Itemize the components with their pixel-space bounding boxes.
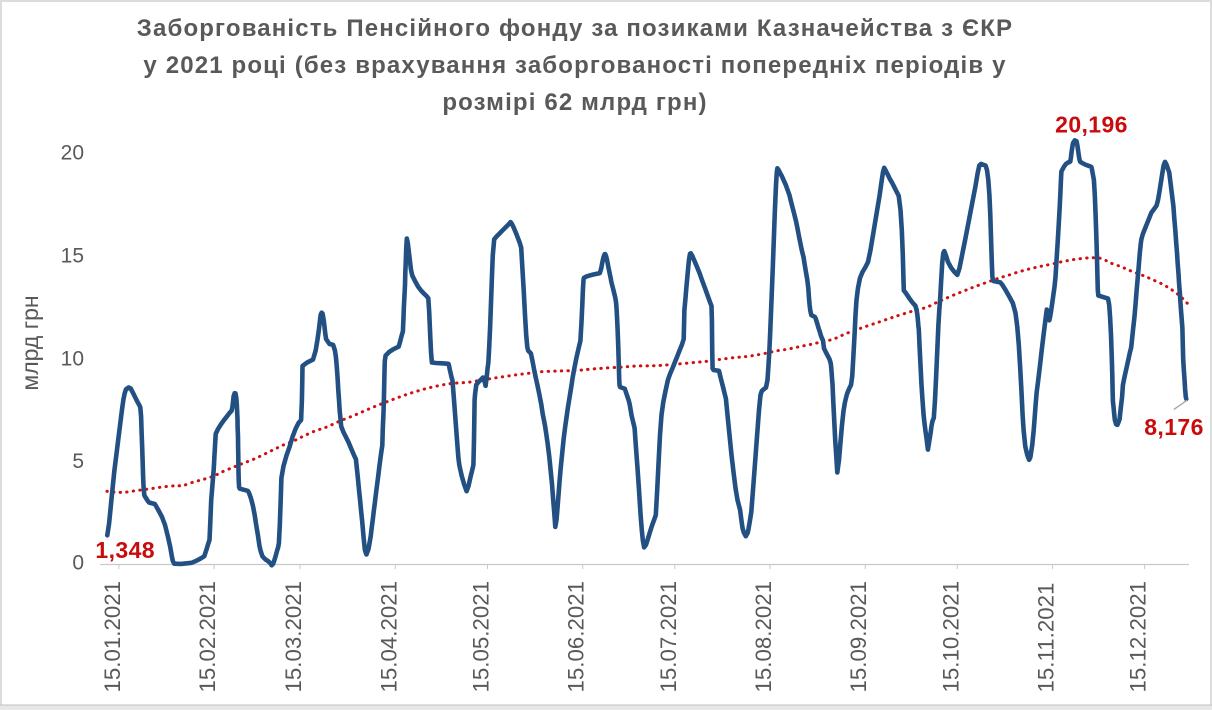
svg-text:10: 10	[61, 348, 84, 371]
svg-text:15: 15	[61, 245, 84, 268]
svg-text:0: 0	[72, 552, 84, 575]
svg-text:млрд грн: млрд грн	[17, 295, 43, 390]
svg-text:8,176: 8,176	[1144, 414, 1204, 440]
svg-text:15.07.2021: 15.07.2021	[656, 581, 681, 693]
svg-text:15.09.2021: 15.09.2021	[846, 581, 871, 693]
svg-text:1,348: 1,348	[95, 537, 155, 563]
svg-text:15.05.2021: 15.05.2021	[469, 581, 494, 693]
svg-text:15.04.2021: 15.04.2021	[376, 581, 401, 693]
svg-text:15.10.2021: 15.10.2021	[938, 581, 963, 693]
svg-text:15.11.2021: 15.11.2021	[1034, 583, 1059, 693]
svg-text:15.02.2021: 15.02.2021	[195, 581, 220, 693]
svg-text:5: 5	[72, 450, 84, 473]
svg-text:20,196: 20,196	[1055, 112, 1128, 138]
svg-text:15.03.2021: 15.03.2021	[281, 581, 306, 693]
svg-text:20: 20	[61, 142, 84, 165]
svg-text:15.06.2021: 15.06.2021	[564, 581, 589, 693]
svg-text:15.01.2021: 15.01.2021	[100, 581, 125, 693]
svg-text:15.12.2021: 15.12.2021	[1126, 581, 1151, 693]
svg-text:15.08.2021: 15.08.2021	[751, 581, 776, 693]
